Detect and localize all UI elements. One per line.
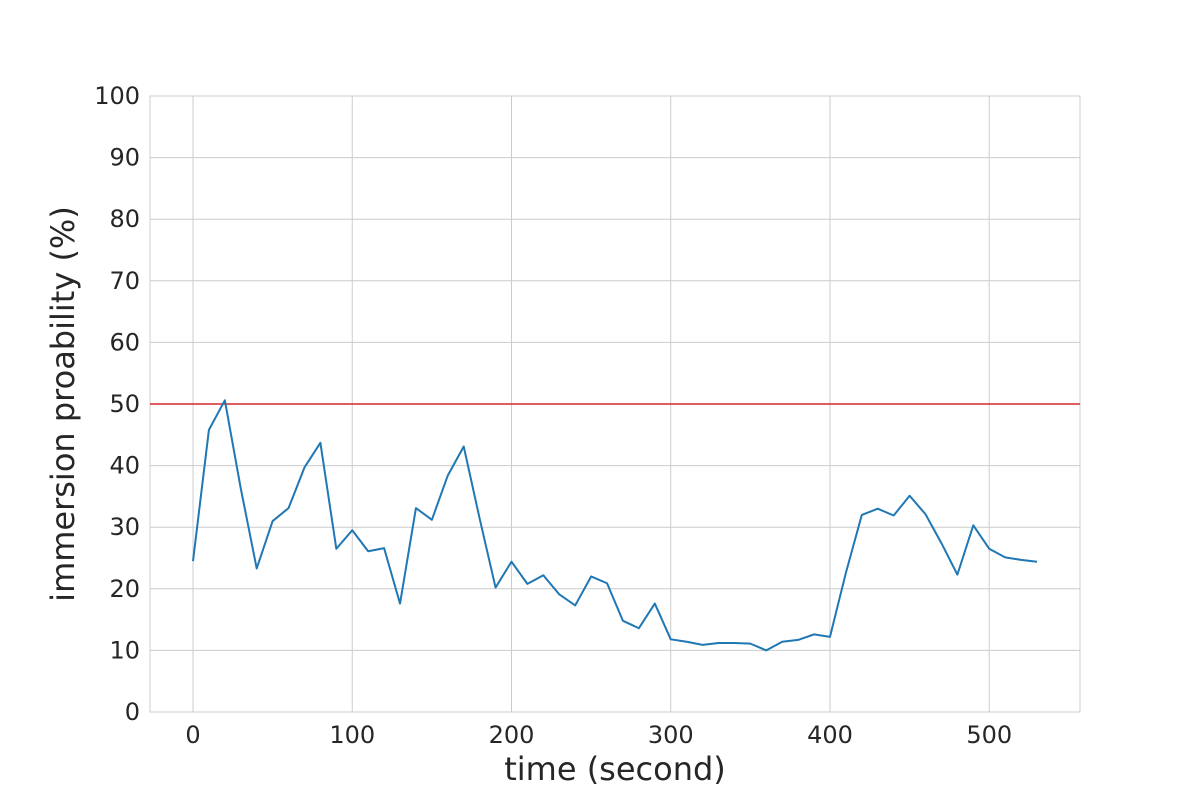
y-tick-label: 100 — [94, 82, 140, 110]
x-tick-label: 200 — [489, 721, 535, 749]
x-axis-title: time (second) — [504, 750, 726, 788]
x-tick-label: 100 — [329, 721, 375, 749]
y-tick-label: 60 — [109, 328, 140, 356]
y-axis-title: immersion proability (%) — [44, 206, 82, 602]
x-tick-label: 500 — [966, 721, 1012, 749]
y-tick-label: 40 — [109, 452, 140, 480]
y-tick-label: 10 — [109, 636, 140, 664]
x-tick-labels: 0 100 200 300 400 500 — [185, 721, 1012, 749]
y-tick-label: 50 — [109, 390, 140, 418]
series-layer — [192, 399, 1038, 652]
y-tick-label: 20 — [109, 575, 140, 603]
x-tick-label: 0 — [185, 721, 200, 749]
series-line — [192, 399, 1038, 652]
x-tick-label: 400 — [807, 721, 853, 749]
y-tick-label: 70 — [109, 267, 140, 295]
y-tick-label: 90 — [109, 144, 140, 172]
x-tick-label: 300 — [648, 721, 694, 749]
y-tick-label: 30 — [109, 513, 140, 541]
y-tick-label: 0 — [125, 698, 140, 726]
y-tick-label: 80 — [109, 205, 140, 233]
y-tick-labels: 0 10 20 30 40 50 60 70 80 90 100 — [94, 82, 140, 726]
